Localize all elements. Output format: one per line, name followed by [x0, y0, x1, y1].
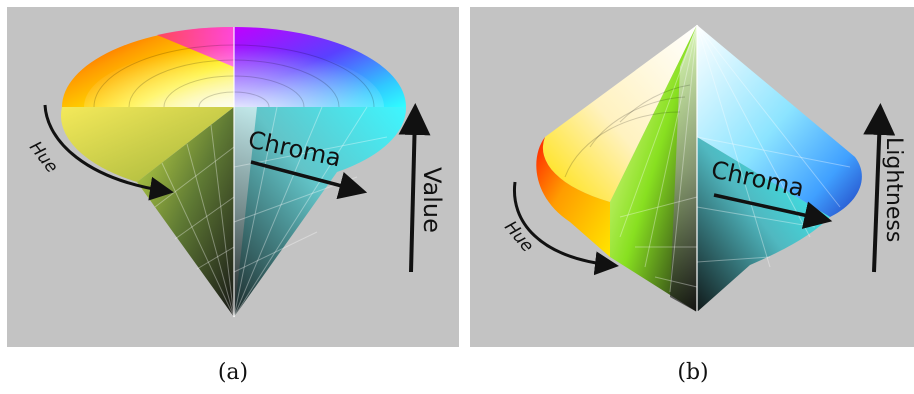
cone-face-right — [234, 107, 407, 317]
cone-face-center — [234, 107, 257, 317]
upper-cone-right — [697, 25, 862, 217]
hsv-cone-panel: Hue Chroma Value — [7, 7, 459, 347]
cut-face-left-outer — [60, 107, 234, 182]
value-arrow — [398, 103, 431, 273]
caption-b: (b) — [677, 360, 709, 385]
hsl-bicone-figure: Hue Chroma Lightness — [500, 24, 906, 312]
hsv-cone-figure: Hue Chroma Value — [25, 26, 446, 318]
hue-arrow — [512, 181, 619, 276]
center-axis-face — [670, 25, 697, 312]
hsl-bicone-panel: Hue Chroma Lightness — [470, 7, 914, 347]
upper-cone-left — [542, 25, 697, 202]
contour-lines — [564, 84, 691, 178]
caption-a: (a) — [217, 360, 249, 385]
hue-label: Hue — [25, 138, 62, 177]
lightness-label: Lightness — [881, 137, 906, 242]
hue-label: Hue — [500, 217, 537, 256]
hue-arrow — [43, 104, 174, 201]
value-label: Value — [418, 167, 446, 233]
hue-rim-left — [536, 137, 610, 257]
cone-face-left — [137, 107, 234, 317]
chroma-arrow — [250, 160, 368, 200]
grid-lines — [619, 24, 851, 293]
lower-cone-right — [697, 137, 830, 312]
lightness-arrow — [863, 103, 896, 273]
chroma-arrow — [713, 193, 833, 229]
